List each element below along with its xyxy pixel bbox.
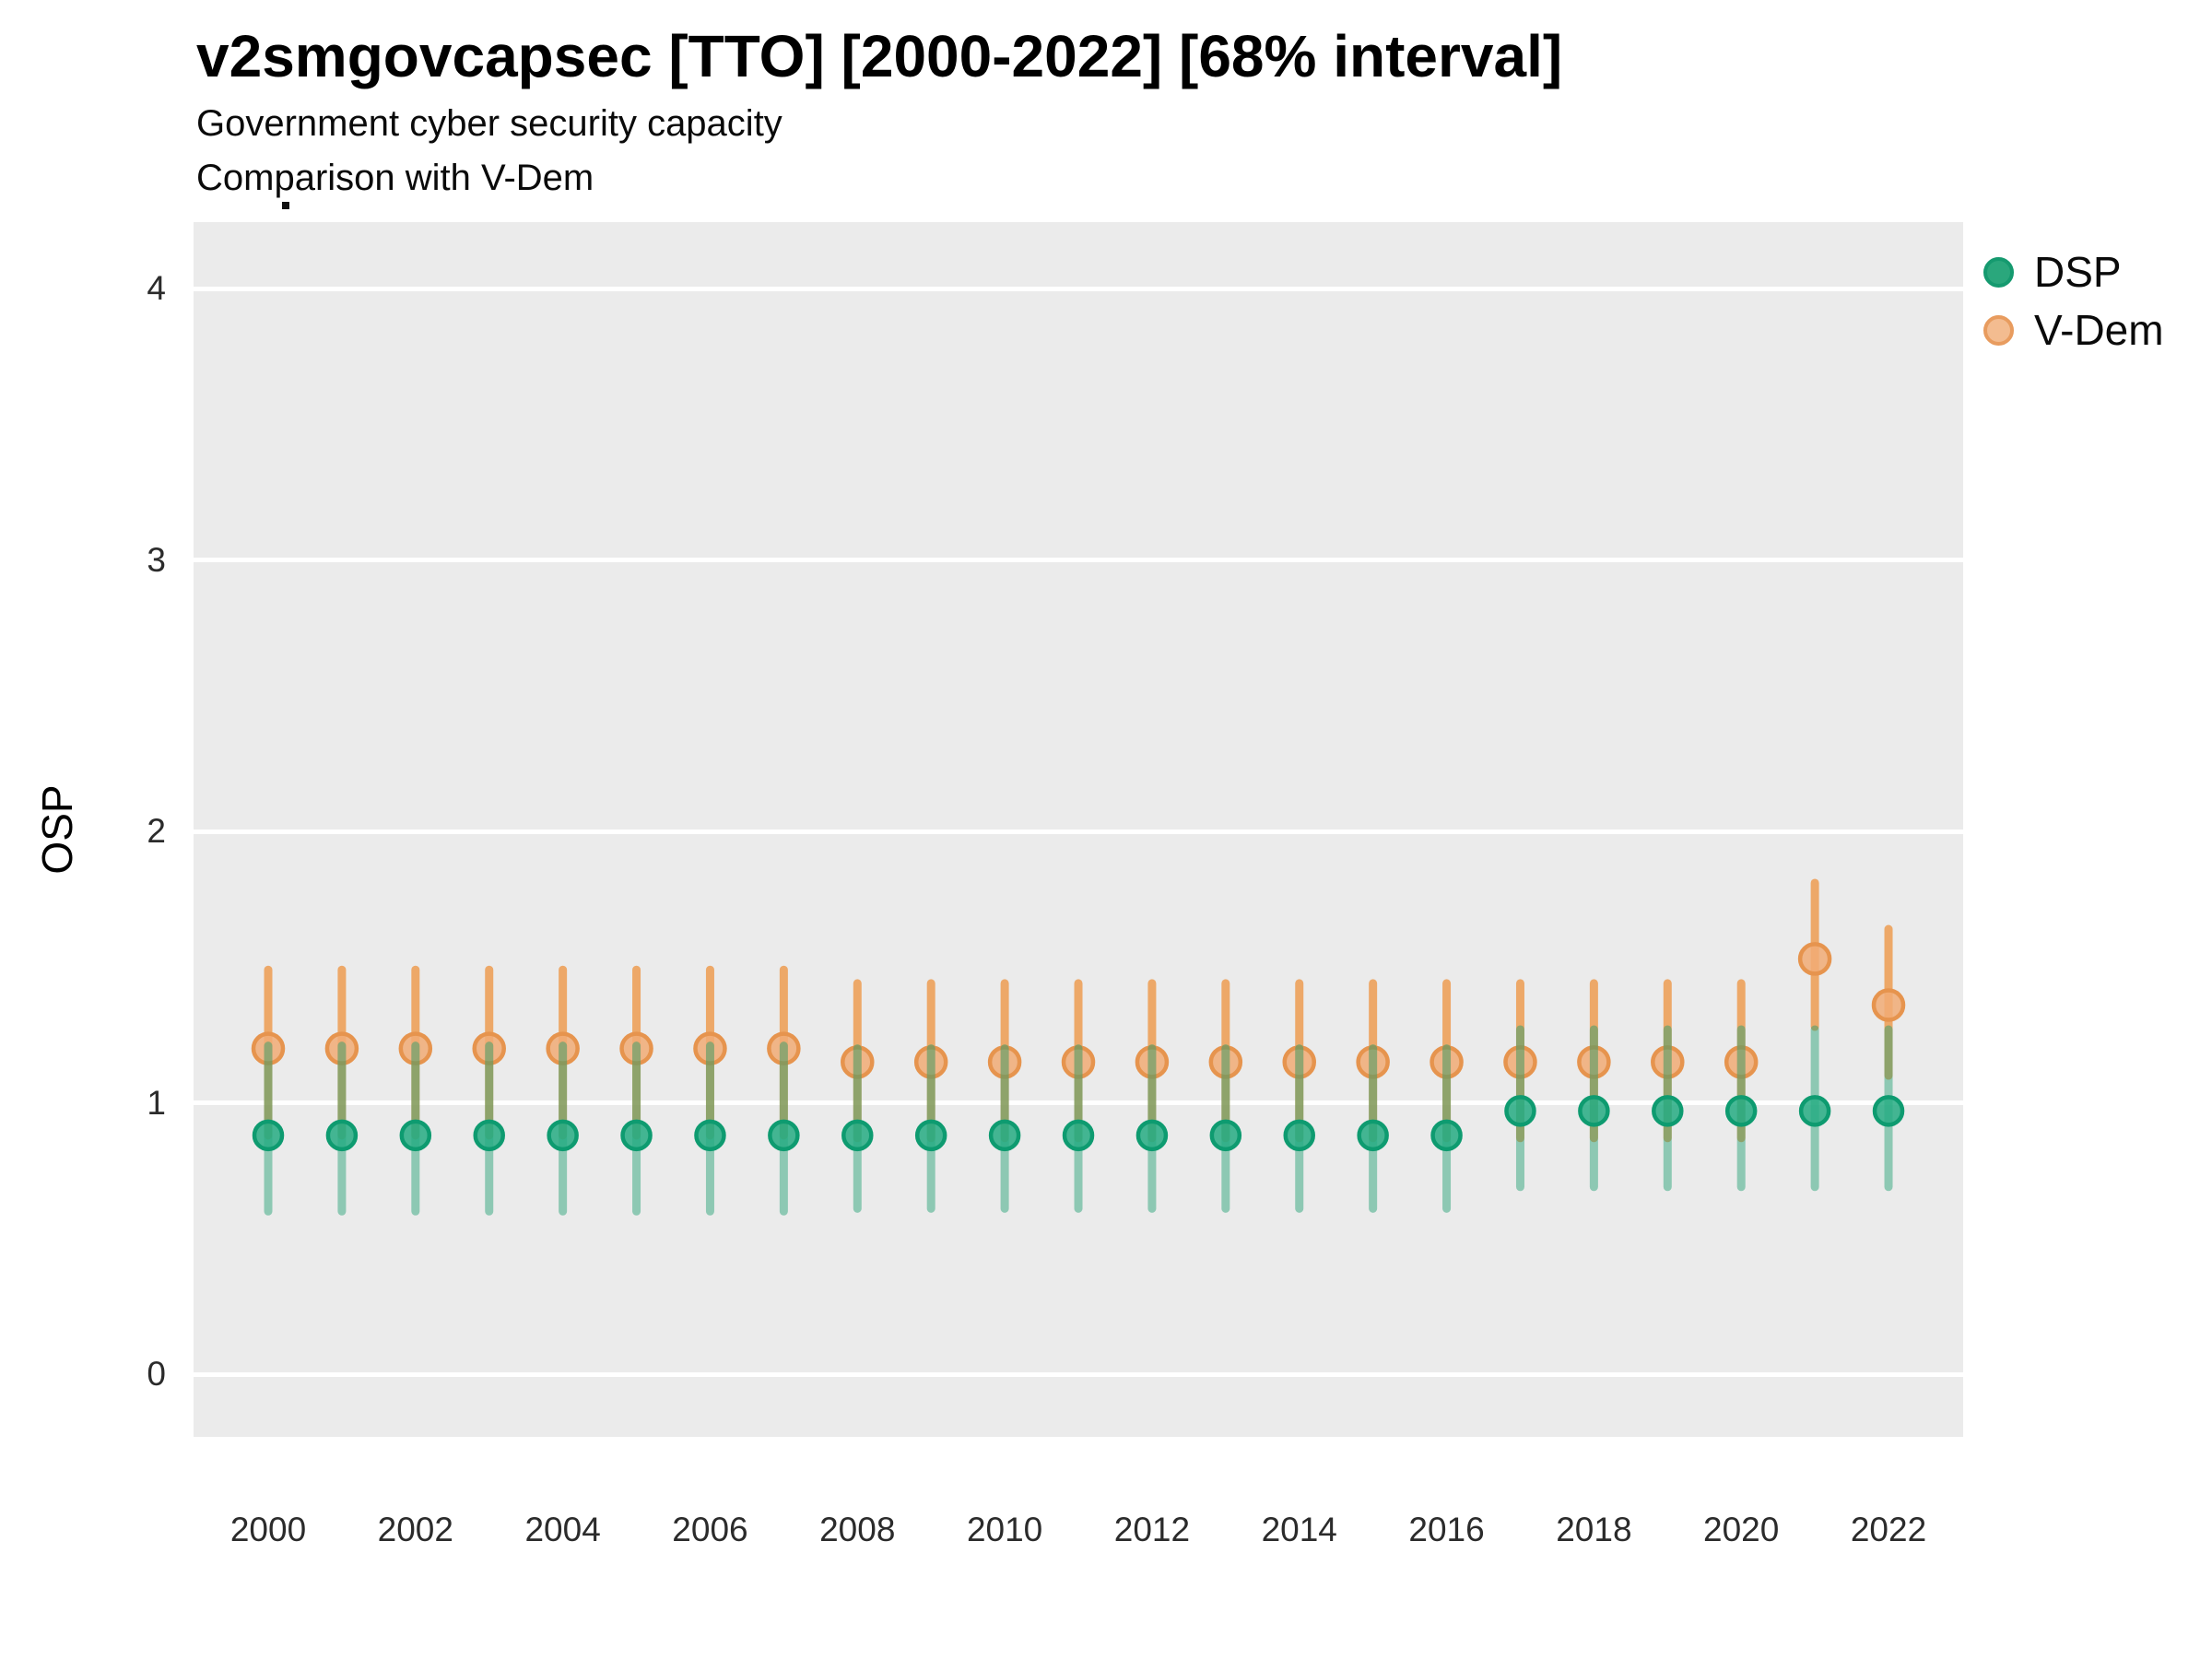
title-block: v2smgovcapsec [TTO] [2000-2022] [68% int… bbox=[196, 22, 1562, 199]
legend-label-vdem: V-Dem bbox=[2034, 306, 2164, 354]
gridline-y-0 bbox=[194, 1371, 1963, 1377]
y-tick-label: 4 bbox=[147, 269, 166, 307]
legend-item-dsp: DSP bbox=[1983, 248, 2164, 296]
x-tick-label: 2012 bbox=[1113, 1511, 1191, 1548]
y-axis-title: OSP bbox=[33, 784, 81, 875]
chart-subtitle-1: Government cyber security capacity bbox=[196, 103, 782, 144]
x-tick-label: 2018 bbox=[1556, 1511, 1632, 1548]
chart-title: v2smgovcapsec [TTO] [2000-2022] [68% int… bbox=[196, 23, 1563, 89]
y-tick-label: 1 bbox=[147, 1083, 166, 1122]
x-tick-label: 2000 bbox=[229, 1511, 307, 1548]
artifact-dot bbox=[282, 202, 289, 209]
y-tick-label: 3 bbox=[147, 540, 166, 579]
legend-item-vdem: V-Dem bbox=[1983, 306, 2164, 354]
x-tick-label: 2010 bbox=[966, 1511, 1043, 1548]
x-tick-label: 2008 bbox=[819, 1511, 896, 1548]
y-tick-label: 0 bbox=[147, 1355, 166, 1393]
gridline-y-3 bbox=[194, 558, 1963, 562]
chart-subtitle-2: Comparison with V-Dem bbox=[196, 158, 594, 198]
plot-panel bbox=[194, 222, 1963, 1437]
gridline-y-1 bbox=[194, 1100, 1963, 1105]
x-tick-label: 2006 bbox=[672, 1511, 748, 1548]
vdem-legend-dot-icon bbox=[1983, 314, 2014, 346]
x-tick-label: 2014 bbox=[1261, 1511, 1337, 1548]
x-tick-label: 2020 bbox=[1703, 1511, 1780, 1548]
x-tick-label: 2022 bbox=[1850, 1511, 1927, 1548]
gridline-y-2 bbox=[194, 829, 1963, 834]
x-tick-label: 2002 bbox=[377, 1511, 453, 1548]
y-tick-label: 2 bbox=[147, 812, 166, 850]
gridline-y-4 bbox=[194, 286, 1963, 291]
legend-label-dsp: DSP bbox=[2034, 248, 2122, 296]
x-tick-label: 2016 bbox=[1408, 1511, 1485, 1548]
legend: DSP V-Dem bbox=[1983, 248, 2164, 367]
x-tick-label: 2004 bbox=[524, 1511, 601, 1548]
dsp-legend-dot-icon bbox=[1983, 256, 2014, 288]
